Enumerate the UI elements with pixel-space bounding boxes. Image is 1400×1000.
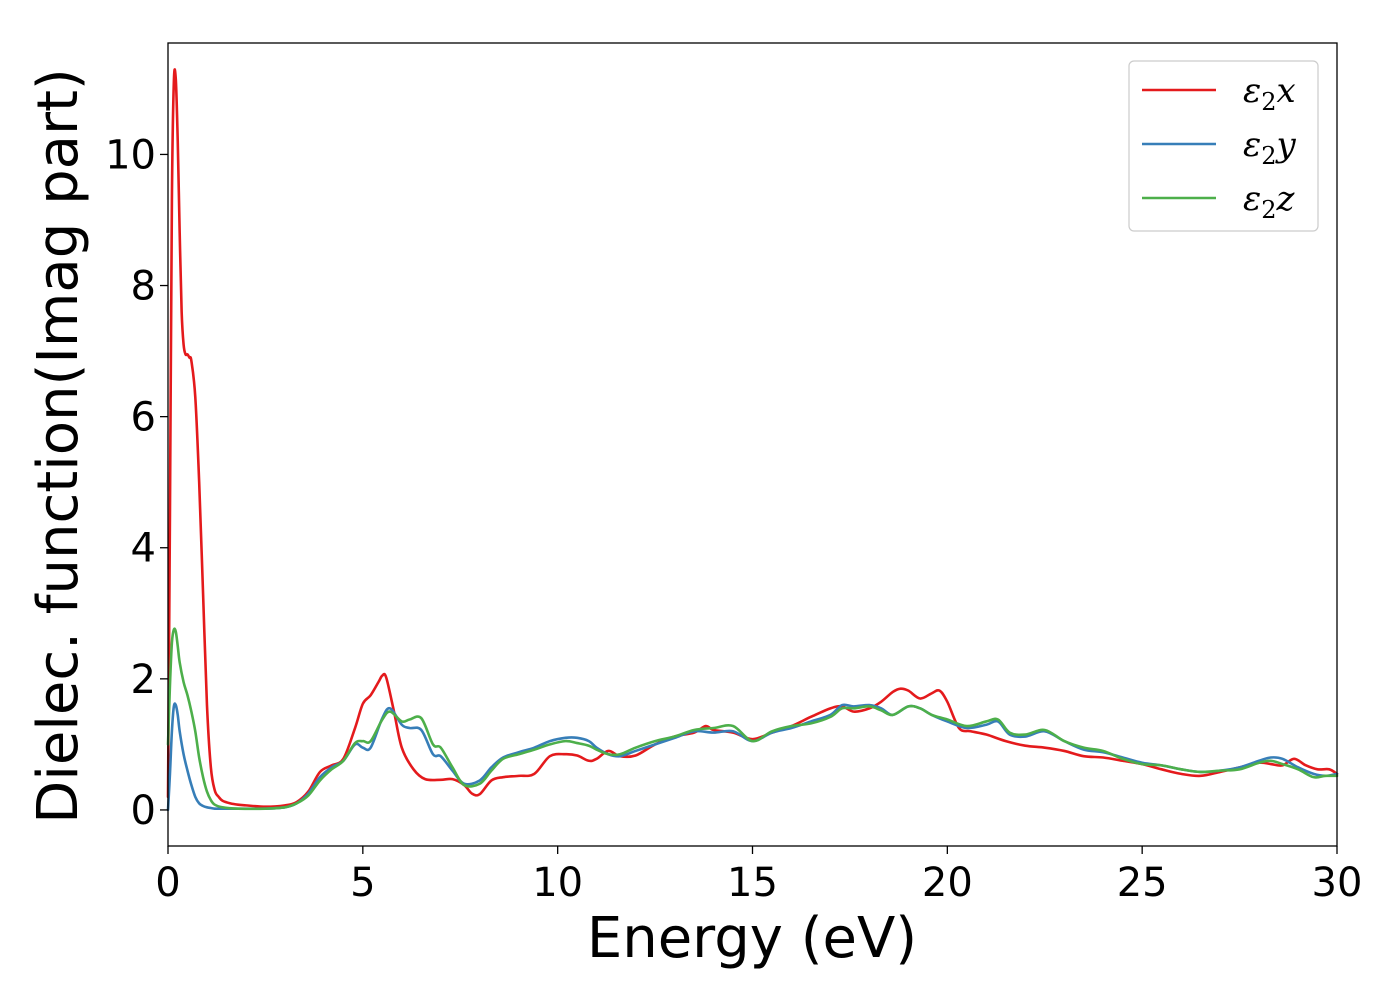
x-tick-label: 25	[1117, 860, 1168, 906]
series-line-y	[166, 702, 1339, 812]
legend-label: ε2x	[1243, 71, 1296, 116]
y-axis-label: Dielec. function(Imag part)	[26, 68, 91, 824]
legend-label: ε2y	[1243, 125, 1297, 170]
y-tick-label: 2	[131, 657, 156, 703]
legend-item-x: ε2x	[1142, 71, 1296, 116]
legend-item-z: ε2z	[1142, 179, 1296, 224]
legend-entries: ε2x ε2y ε2z	[1142, 71, 1297, 224]
x-tick-label: 0	[155, 860, 180, 906]
series-line-x	[166, 68, 1339, 808]
series-line-z	[166, 627, 1339, 811]
legend-label: ε2z	[1243, 179, 1296, 224]
legend-item-y: ε2y	[1142, 125, 1297, 170]
x-tick-label: 30	[1312, 860, 1363, 906]
y-tick-label: 0	[131, 788, 156, 834]
x-tick-label: 20	[922, 860, 973, 906]
x-tick-label: 10	[532, 860, 583, 906]
x-axis-ticks: 0 5 10 15 20 25 30	[155, 846, 1362, 906]
y-axis-ticks: 0 2 4 6 8 10	[105, 132, 168, 834]
legend: ε2x ε2y ε2z	[1128, 60, 1319, 232]
y-tick-label: 6	[131, 395, 156, 441]
x-tick-label: 15	[727, 860, 778, 906]
x-tick-label: 5	[350, 860, 375, 906]
x-axis-label: Energy (eV)	[587, 906, 917, 971]
legend-box	[1128, 60, 1319, 232]
y-tick-label: 8	[131, 264, 156, 310]
y-tick-label: 4	[131, 526, 156, 572]
y-tick-label: 10	[105, 132, 156, 178]
series-layer	[166, 68, 1339, 812]
